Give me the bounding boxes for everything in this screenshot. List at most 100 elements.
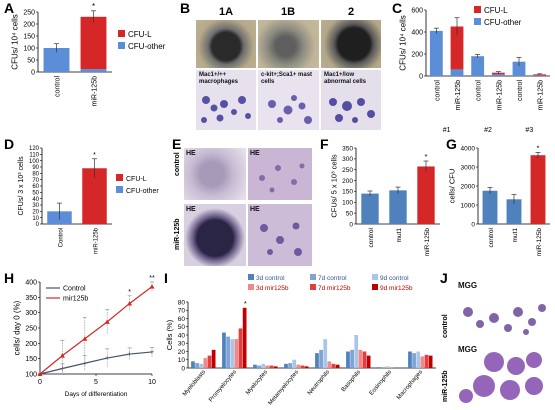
panel-b-header-1b: 1B [280,6,296,18]
chart-h: 100 150 200 250 300 350 400 cells/ day 0 (%) 0 5 1… [12,275,156,398]
bar-3d-control [284,363,288,368]
he-tag-3: HE [186,206,196,213]
x-tick-label: 5 [94,379,98,386]
bar-7d-control [195,363,199,368]
y-tick-label: 20 [178,349,186,356]
y-tick-label: 60 [32,184,39,190]
bar-3d-control [315,353,319,368]
y-tick-label: 0 [36,222,40,228]
y-tick-label: 300 [342,156,353,163]
panel-e-row-control: control [174,152,181,176]
y-tick-label: 110 [29,152,39,158]
data-point: + [105,354,110,363]
panel-label-e: E [172,136,182,152]
data-point [149,284,155,289]
data-point [127,300,133,306]
he-tag-2: HE [250,150,260,157]
significance-mark: * [244,299,247,308]
legend-label: 7d mir125b [318,285,351,292]
category-label: control [55,76,62,97]
cytospin-image-1b [258,70,319,130]
y-tick-label: 0 [349,221,353,228]
y-tick-label: 20 [32,209,39,215]
y-axis-label: cells/ day 0 (%) [12,300,21,355]
category-label: miR-125b [92,76,99,106]
bar-9d-mir125b [304,366,309,368]
bar-mut1 [389,190,407,224]
caption-mast-cells: c-kit+;Sca1+ mast cells [261,72,313,85]
bar-9d-control [354,335,359,368]
bar-3d-control [191,361,195,368]
group-label: #2 [484,127,492,134]
y-axis-label: Cells (%) [165,319,174,350]
colony-image-2 [321,20,381,68]
caption-macrophages: Mac1+/++ macrophages [199,72,239,85]
bar-7d-mir125b [300,365,305,368]
significance-mark: * [93,152,96,159]
bar-cfu-other [471,56,485,76]
mgg-image-mir125b [454,342,552,408]
panel-label-c: C [392,0,403,16]
y-tick-label: 2000 [461,183,476,190]
legend-label: 9d control [380,275,409,282]
bar-7d-mir125b [362,351,367,368]
y-tick-label: 150 [25,356,37,363]
he-cells-mir125b [248,204,312,266]
panel-label-i: I [164,270,168,286]
panel-j-row-mir125b: miR-125b [442,370,449,402]
mgg-tag-mir125b: MGG [458,345,478,354]
cytospin-image-2 [321,70,381,130]
he-cells-control [248,148,312,200]
data-point [104,319,110,324]
line-mir125b [39,286,153,375]
legend-swatch [248,284,254,290]
category-label: Control [59,228,65,247]
panel-e-row-mir125b: miR-125b [174,218,181,250]
panel-label-a: A [4,0,15,16]
panel-b-header-1a: 1A [218,6,234,18]
significance-mark: * [537,143,540,152]
line-control [39,351,153,375]
legend-swatch [310,284,316,290]
category-label: mut1 [512,228,519,243]
category-label: Metamyelocytes [268,369,300,406]
y-tick-label: 100 [25,371,37,378]
category-label: Myeloblasts [182,369,207,397]
bar-7d-control [381,367,385,368]
y-tick-label: 350 [342,145,353,152]
category-label: Macrophages [396,369,424,401]
bar-7d-control [319,349,323,368]
y-tick-label: 60 [178,316,186,323]
bar-cfu-other [80,69,107,72]
y-tick-label: 100 [29,159,40,165]
category-label: Eosinophils [369,369,393,396]
bar-9d-mir125b [242,307,247,368]
legend-label: 9d mir125b [380,285,413,292]
data-point [82,336,88,341]
bar-3d-mir125b [265,365,270,368]
legend-label: 3d control [256,275,285,282]
bar-7d-control [350,349,354,368]
bar-9d-control [292,359,297,368]
bar-control [361,193,379,224]
category-label: control [368,227,375,247]
y-tick-label: 70 [178,308,186,315]
significance-mark: * [92,2,95,11]
bar-7d-mir125b [207,355,212,368]
caption-abnormal-cells: Mac1+/low abnormal cells [324,72,367,85]
bar-7d-control [257,365,261,368]
y-tick-label: 150 [342,189,353,196]
panel-label-j: J [440,270,448,286]
legend-swatch [372,274,378,280]
y-tick-label: 40 [32,197,39,203]
category-label: miR-125b [496,80,503,110]
bar-3d-mir125b [296,364,301,368]
group-label: #1 [443,127,451,134]
significance-mark: ** [149,275,155,282]
he-colony-mir125b [184,204,246,266]
colony-image-1a [196,20,256,68]
legend-label: 3d mir125b [256,285,289,292]
bar-cfu-other [491,74,505,76]
